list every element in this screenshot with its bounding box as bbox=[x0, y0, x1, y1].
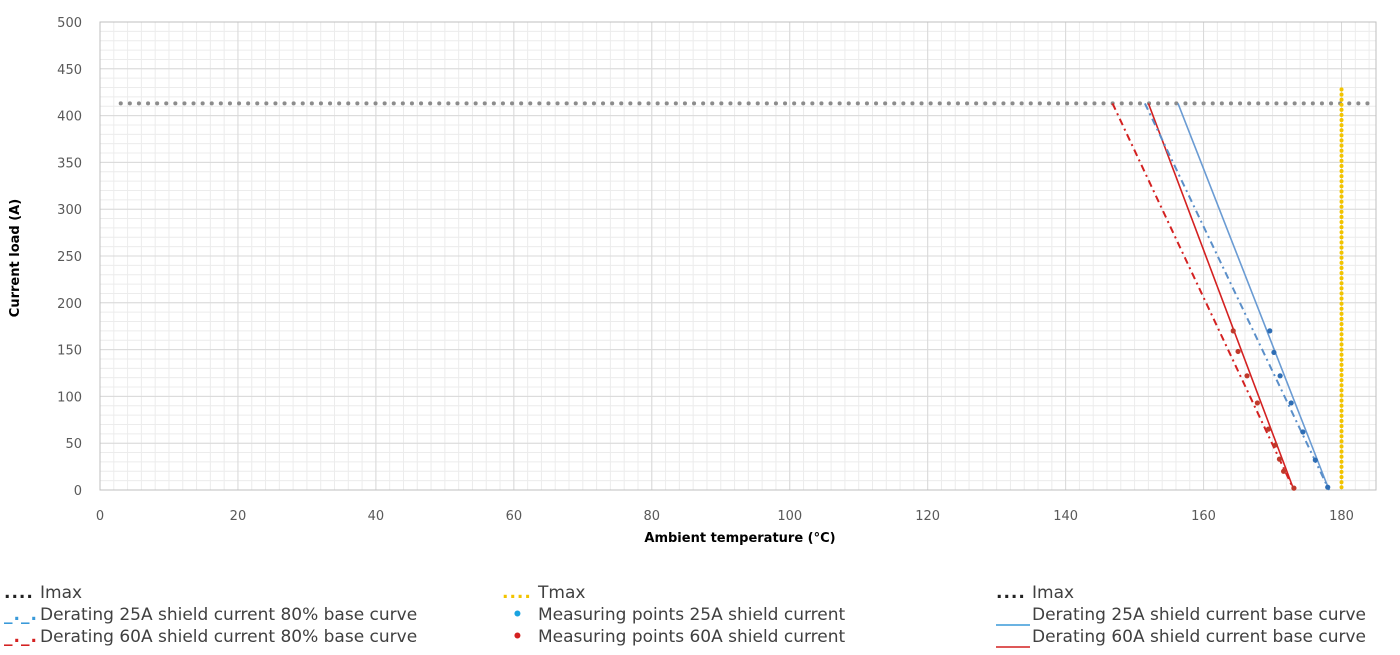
series-line bbox=[1177, 103, 1330, 491]
plot-border bbox=[99, 21, 1377, 491]
measuring-point bbox=[1312, 457, 1318, 463]
measuring-point bbox=[1277, 373, 1283, 379]
dot-icon: • bbox=[512, 627, 524, 647]
measuring-point bbox=[1254, 400, 1260, 406]
measuring-point bbox=[1300, 429, 1306, 435]
legend-item-derating-25a-80: _._. Derating 25A shield current 80% base… bbox=[4, 604, 417, 626]
legend-label: Derating 25A shield current base curve bbox=[1032, 605, 1366, 625]
x-tick-label: 40 bbox=[368, 509, 385, 524]
y-tick-label: 100 bbox=[57, 390, 82, 405]
y-tick-label: 500 bbox=[57, 16, 82, 31]
measuring-point bbox=[1276, 456, 1283, 462]
measuring-point bbox=[1280, 468, 1287, 474]
dot-icon: • bbox=[512, 605, 524, 625]
legend-column-2: .... Tmax • Measuring points 25A shield cu… bbox=[502, 582, 845, 648]
grid bbox=[99, 21, 1377, 491]
legend-label: Tmax bbox=[538, 583, 586, 603]
y-tick-label: 50 bbox=[65, 437, 82, 452]
y-tick-label: 150 bbox=[57, 344, 82, 359]
x-tick-label: 0 bbox=[96, 509, 104, 524]
dash-dot-line-icon: _._. bbox=[4, 627, 38, 647]
y-tick-label: 0 bbox=[74, 484, 82, 499]
reference-lines bbox=[118, 87, 1378, 492]
legend-label: Imax bbox=[1032, 583, 1075, 603]
legend-item-imax-2: .... Imax bbox=[996, 582, 1366, 604]
x-tick-label: 120 bbox=[915, 509, 940, 524]
legend-item-imax: .... Imax bbox=[4, 582, 417, 604]
tick-labels: 0 20 40 60 80 100 120 140 160 180 0 50 100 150 200 250 3… bbox=[57, 16, 1354, 524]
legend-label: Derating 60A shield current 80% base cur… bbox=[40, 627, 418, 647]
legend-item-tmax: .... Tmax bbox=[502, 582, 845, 604]
measuring-point bbox=[1235, 348, 1241, 355]
measuring-point bbox=[1271, 349, 1277, 356]
measuring-point bbox=[1325, 484, 1331, 490]
y-tick-label: 400 bbox=[57, 110, 82, 125]
x-tick-label: 80 bbox=[644, 509, 661, 524]
legend-column-1: .... Imax _._. Derating 25A shield current… bbox=[4, 582, 417, 648]
dotted-line-icon: .... bbox=[502, 583, 532, 603]
solid-line-icon bbox=[996, 646, 1030, 648]
measuring-points bbox=[1230, 328, 1331, 491]
legend-item-points-60a: • Measuring points 60A shield current bbox=[502, 626, 845, 648]
legend-label: Derating 25A shield current 80% base cur… bbox=[40, 605, 418, 625]
series-line bbox=[1143, 102, 1331, 491]
measuring-point bbox=[1291, 485, 1297, 491]
legend-column-3: .... Imax Derating 25A shield current bas… bbox=[996, 582, 1366, 648]
solid-line-icon bbox=[996, 624, 1030, 626]
x-tick-label: 160 bbox=[1191, 509, 1216, 524]
legend-label: Derating 60A shield current base curve bbox=[1032, 627, 1366, 647]
legend-item-derating-60a: Derating 60A shield current base curve bbox=[996, 626, 1366, 648]
legend-item-points-25a: • Measuring points 25A shield current bbox=[502, 604, 845, 626]
y-tick-label: 350 bbox=[57, 156, 82, 171]
dash-dot-line-icon: _._. bbox=[4, 605, 38, 625]
x-tick-label: 100 bbox=[777, 509, 802, 524]
y-axis-label: Current load (A) bbox=[8, 199, 23, 317]
dotted-line-icon: .... bbox=[996, 583, 1026, 603]
y-tick-label: 450 bbox=[57, 63, 82, 78]
dotted-line-icon: .... bbox=[4, 583, 34, 603]
y-tick-label: 300 bbox=[57, 203, 82, 218]
measuring-point bbox=[1272, 442, 1278, 448]
measuring-point bbox=[1244, 373, 1250, 379]
measuring-point bbox=[1230, 328, 1236, 334]
x-tick-label: 60 bbox=[506, 509, 523, 524]
measuring-point bbox=[1288, 400, 1294, 406]
legend-item-derating-25a: Derating 25A shield current base curve bbox=[996, 604, 1366, 626]
series-lines bbox=[1111, 102, 1331, 491]
legend-label: Measuring points 60A shield current bbox=[538, 627, 846, 647]
derating-chart: 0 20 40 60 80 100 120 140 160 180 0 50 100 150 200 250 3… bbox=[8, 16, 1378, 546]
legend-item-derating-60a-80: _._. Derating 60A shield current 80% base… bbox=[4, 626, 417, 648]
legend-label: Imax bbox=[40, 583, 83, 603]
legend-label: Measuring points 25A shield current bbox=[538, 605, 846, 625]
x-tick-label: 140 bbox=[1053, 509, 1078, 524]
x-tick-label: 20 bbox=[230, 509, 247, 524]
y-tick-label: 250 bbox=[57, 250, 82, 265]
x-tick-label: 180 bbox=[1329, 509, 1354, 524]
measuring-point bbox=[1265, 426, 1272, 432]
series-line bbox=[1147, 103, 1295, 491]
measuring-point bbox=[1267, 328, 1273, 334]
y-tick-label: 200 bbox=[57, 297, 82, 312]
series-line bbox=[1111, 102, 1295, 491]
x-axis-label: Ambient temperature (°C) bbox=[644, 531, 835, 546]
